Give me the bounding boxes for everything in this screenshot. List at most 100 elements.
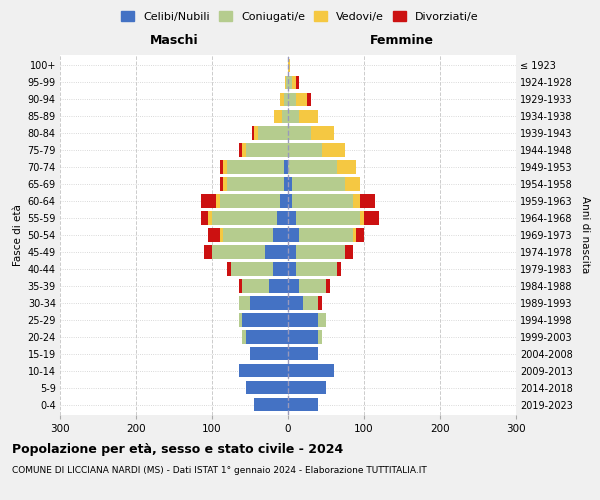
Bar xyxy=(254,398,288,411)
Bar xyxy=(288,194,292,207)
Bar xyxy=(220,178,223,190)
Bar xyxy=(239,296,250,310)
Bar xyxy=(205,246,212,258)
Bar xyxy=(254,126,257,140)
Bar xyxy=(288,126,311,140)
Bar xyxy=(227,262,231,276)
Bar xyxy=(269,280,288,292)
Bar xyxy=(288,178,292,190)
Bar xyxy=(319,330,322,344)
Bar xyxy=(250,347,288,360)
Bar xyxy=(296,246,345,258)
Bar xyxy=(356,228,364,241)
Bar xyxy=(288,398,319,411)
Bar xyxy=(319,314,326,326)
Bar xyxy=(239,280,242,292)
Bar xyxy=(208,212,212,224)
Text: Femmine: Femmine xyxy=(370,34,434,46)
Bar xyxy=(345,178,360,190)
Bar xyxy=(208,228,220,241)
Bar xyxy=(239,364,288,378)
Bar xyxy=(288,296,303,310)
Bar xyxy=(296,92,307,106)
Bar xyxy=(345,246,353,258)
Bar xyxy=(288,144,322,156)
Bar xyxy=(250,296,288,310)
Bar xyxy=(296,262,337,276)
Bar xyxy=(337,262,341,276)
Bar xyxy=(288,58,290,72)
Bar xyxy=(231,262,273,276)
Bar xyxy=(212,212,277,224)
Bar xyxy=(288,76,292,89)
Bar xyxy=(220,194,280,207)
Bar xyxy=(286,76,288,89)
Bar xyxy=(239,144,242,156)
Bar xyxy=(288,364,334,378)
Bar xyxy=(200,212,208,224)
Bar xyxy=(288,110,299,123)
Bar xyxy=(223,178,227,190)
Bar xyxy=(364,212,379,224)
Bar xyxy=(246,144,288,156)
Bar xyxy=(288,92,296,106)
Bar xyxy=(319,296,322,310)
Bar xyxy=(303,296,319,310)
Bar xyxy=(274,110,282,123)
Bar xyxy=(227,178,284,190)
Text: COMUNE DI LICCIANA NARDI (MS) - Dati ISTAT 1° gennaio 2024 - Elaborazione TUTTIT: COMUNE DI LICCIANA NARDI (MS) - Dati IST… xyxy=(12,466,427,475)
Bar xyxy=(288,246,296,258)
Bar xyxy=(288,280,299,292)
Bar xyxy=(280,194,288,207)
Bar xyxy=(220,228,223,241)
Y-axis label: Anni di nascita: Anni di nascita xyxy=(580,196,590,274)
Bar xyxy=(212,246,265,258)
Bar xyxy=(246,381,288,394)
Bar xyxy=(288,330,319,344)
Bar xyxy=(284,92,288,106)
Bar xyxy=(242,330,246,344)
Bar xyxy=(353,228,356,241)
Bar xyxy=(242,314,288,326)
Bar xyxy=(239,314,242,326)
Bar xyxy=(284,178,288,190)
Bar xyxy=(299,280,326,292)
Bar xyxy=(284,160,288,173)
Bar xyxy=(257,126,288,140)
Bar xyxy=(299,228,353,241)
Bar xyxy=(200,194,216,207)
Text: Maschi: Maschi xyxy=(149,34,199,46)
Bar xyxy=(246,330,288,344)
Bar xyxy=(282,110,288,123)
Bar xyxy=(292,178,345,190)
Bar xyxy=(299,110,319,123)
Bar xyxy=(288,381,326,394)
Bar xyxy=(223,160,227,173)
Bar xyxy=(296,212,360,224)
Bar xyxy=(220,160,223,173)
Bar xyxy=(227,160,284,173)
Bar xyxy=(311,126,334,140)
Bar xyxy=(277,212,288,224)
Bar xyxy=(288,228,299,241)
Bar xyxy=(273,262,288,276)
Bar xyxy=(360,212,364,224)
Bar xyxy=(252,126,254,140)
Bar xyxy=(216,194,220,207)
Bar xyxy=(307,92,311,106)
Bar xyxy=(292,76,296,89)
Bar xyxy=(337,160,356,173)
Legend: Celibi/Nubili, Coniugati/e, Vedovi/e, Divorziati/e: Celibi/Nubili, Coniugati/e, Vedovi/e, Di… xyxy=(118,8,482,25)
Bar xyxy=(288,160,337,173)
Bar xyxy=(242,144,246,156)
Y-axis label: Fasce di età: Fasce di età xyxy=(13,204,23,266)
Bar xyxy=(360,194,376,207)
Bar xyxy=(288,212,296,224)
Bar xyxy=(322,144,345,156)
Bar xyxy=(265,246,288,258)
Bar xyxy=(273,228,288,241)
Bar xyxy=(242,280,269,292)
Bar xyxy=(280,92,284,106)
Bar xyxy=(223,228,273,241)
Bar xyxy=(288,262,296,276)
